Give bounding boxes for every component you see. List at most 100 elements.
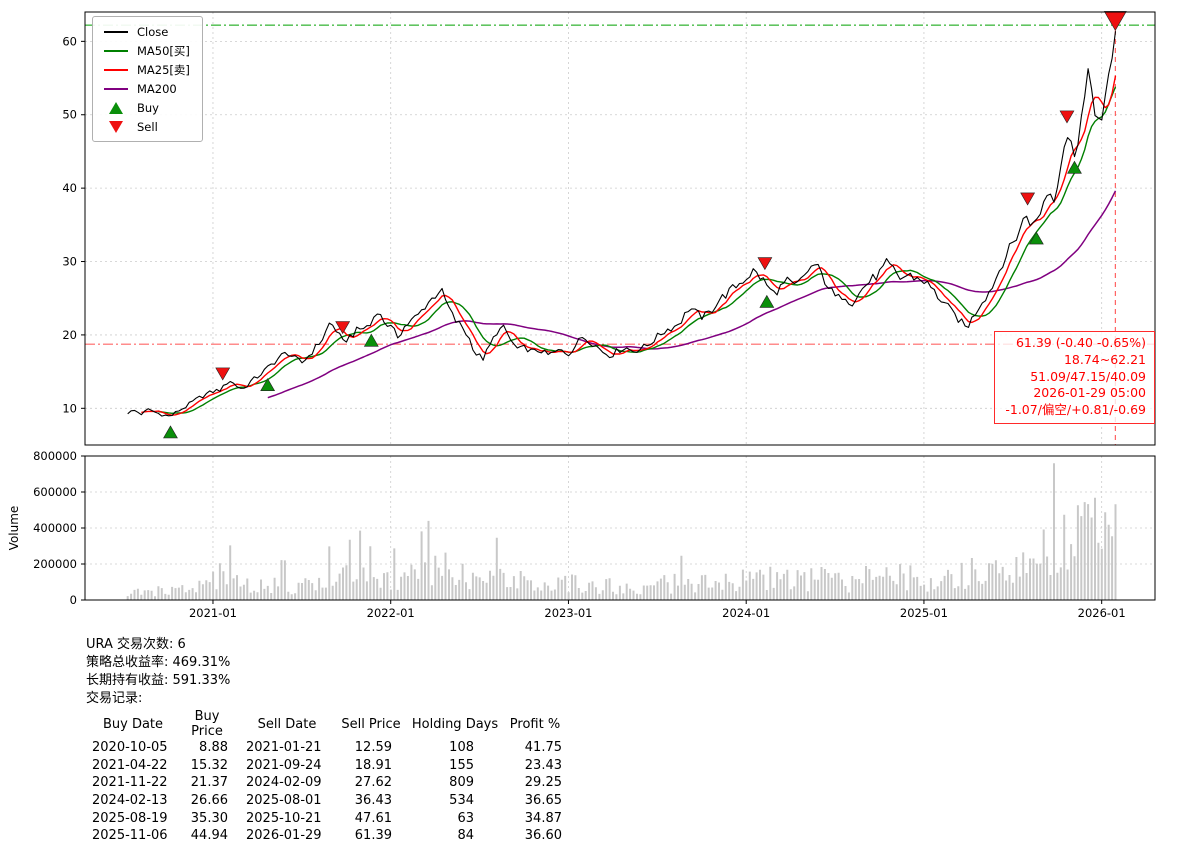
legend-label-buy: Buy [137,100,159,115]
chart-legend: Close MA50[买] MA25[卖] MA200 Buy Sell [92,16,203,142]
cell-holding-days: 534 [449,793,474,809]
svg-text:2021-01: 2021-01 [189,606,237,620]
table-row: 2021-11-22 21.37 2024-02-09 27.62 809 29… [90,774,566,792]
annotation-line-range: 18.74~62.21 [1063,351,1146,367]
cell-sell-date: 2024-02-09 [246,775,322,791]
col-header-sell-date: Sell Date [257,716,317,732]
legend-item-buy: Buy [101,98,190,117]
cell-buy-price: 26.66 [190,793,228,809]
cell-sell-date: 2025-10-21 [246,810,322,826]
legend-label-ma200: MA200 [137,81,177,96]
cell-holding-days: 63 [457,810,474,826]
legend-label-close: Close [137,24,169,39]
table-row: 2025-08-19 35.30 2025-10-21 47.61 63 34.… [90,809,566,827]
price-annotation-box: 61.39 (-0.40 -0.65%) 18.74~62.21 51.09/4… [994,331,1155,424]
annotation-line-mas: 51.09/47.15/40.09 [1030,368,1146,384]
cell-buy-date: 2021-11-22 [92,775,168,791]
cell-profit: 36.60 [524,828,562,844]
cell-profit: 23.43 [524,757,562,773]
cell-buy-price: 8.88 [199,740,228,756]
cell-sell-date: 2021-01-21 [246,740,322,756]
svg-text:2025-01: 2025-01 [900,606,948,620]
cell-buy-price: 21.37 [190,775,228,791]
svg-text:2023-01: 2023-01 [544,606,592,620]
svg-text:Volume: Volume [7,506,21,551]
ma25-line-swatch [101,68,131,71]
legend-item-close: Close [101,22,190,41]
cell-profit: 36.65 [524,793,562,809]
svg-text:30: 30 [62,255,77,269]
cell-profit: 34.87 [524,810,562,826]
stat-records-label: 交易记录: [86,691,143,706]
cell-sell-price: 18.91 [354,757,392,773]
cell-buy-date: 2021-04-22 [92,757,168,773]
legend-label-sell: Sell [137,119,158,134]
svg-text:40: 40 [62,181,77,195]
cell-sell-price: 61.39 [354,828,392,844]
cell-buy-price: 15.32 [190,757,228,773]
svg-text:400000: 400000 [33,521,77,535]
close-line-swatch [101,30,131,33]
svg-text:50: 50 [62,108,77,122]
col-header-buy-date: Buy Date [102,716,164,732]
stat-hold-return: 长期持有收益: 591.33% [86,673,231,688]
cell-sell-price: 36.43 [354,793,392,809]
legend-label-ma50: MA50[买] [137,43,190,58]
cell-buy-price: 44.94 [190,828,228,844]
trade-records-table: Buy Date Buy Price Sell Date Sell Price … [90,709,566,845]
col-header-holding-days: Holding Days [411,716,499,732]
cell-buy-date: 2020-10-05 [92,740,168,756]
legend-item-ma50: MA50[买] [101,41,190,60]
strategy-stats: URA 交易次数: 6 策略总收益率: 469.31% 长期持有收益: 591.… [86,636,230,708]
svg-text:20: 20 [62,328,77,342]
svg-text:0: 0 [70,593,77,607]
cell-buy-date: 2025-08-19 [92,810,168,826]
legend-item-ma200: MA200 [101,79,190,98]
table-row: 2024-02-13 26.66 2025-08-01 36.43 534 36… [90,792,566,810]
annotation-line-price: 61.39 (-0.40 -0.65%) [1015,335,1146,350]
cell-sell-date: 2026-01-29 [246,828,322,844]
cell-holding-days: 155 [449,757,474,773]
price-volume-chart: 10 20 30 40 50 60 0 200000 400000 600000 800000 202… [7,11,1156,620]
col-header-sell-price: Sell Price [341,716,401,732]
cell-holding-days: 108 [449,740,474,756]
ma200-line-swatch [101,87,131,90]
cell-sell-date: 2021-09-24 [246,757,322,773]
trade-table-header-row: Buy Date Buy Price Sell Date Sell Price … [90,709,566,739]
svg-text:200000: 200000 [33,557,77,571]
cell-profit: 29.25 [524,775,562,791]
annotation-line-datetime: 2026-01-29 05:00 [1033,385,1146,401]
svg-text:10: 10 [62,401,77,415]
svg-text:800000: 800000 [33,449,77,463]
cell-buy-date: 2025-11-06 [92,828,168,844]
legend-item-sell: Sell [101,117,190,136]
svg-text:60: 60 [62,34,77,48]
col-header-profit: Profit % [509,716,561,732]
legend-item-ma25: MA25[卖] [101,60,190,79]
cell-buy-price: 35.30 [190,810,228,826]
cell-sell-price: 47.61 [354,810,392,826]
svg-text:2022-01: 2022-01 [367,606,415,620]
sell-triangle-icon [101,120,131,133]
table-row: 2025-11-06 44.94 2026-01-29 61.39 84 36.… [90,827,566,845]
buy-triangle-icon [101,101,131,114]
cell-holding-days: 809 [449,775,474,791]
cell-sell-price: 12.59 [354,740,392,756]
cell-sell-price: 27.62 [354,775,392,791]
svg-text:600000: 600000 [33,485,77,499]
legend-label-ma25: MA25[卖] [137,62,190,77]
table-row: 2021-04-22 15.32 2021-09-24 18.91 155 23… [90,757,566,775]
table-row: 2020-10-05 8.88 2021-01-21 12.59 108 41.… [90,739,566,757]
annotation-line-signal: -1.07/偏空/+0.81/-0.69 [1005,402,1146,418]
cell-profit: 41.75 [524,740,562,756]
svg-text:2026-01: 2026-01 [1078,606,1126,620]
col-header-buy-price: Buy Price [191,709,223,739]
cell-buy-date: 2024-02-13 [92,793,168,809]
cell-sell-date: 2025-08-01 [246,793,322,809]
stat-strategy-return: 策略总收益率: 469.31% [86,655,231,670]
ma50-line-swatch [101,49,131,52]
svg-text:2024-01: 2024-01 [722,606,770,620]
stat-trades-count: URA 交易次数: 6 [86,637,186,652]
cell-holding-days: 84 [457,828,474,844]
